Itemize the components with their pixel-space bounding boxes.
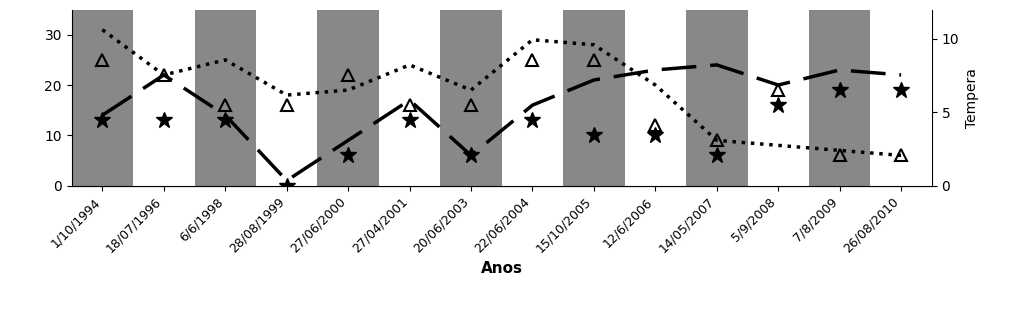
X-axis label: Anos: Anos (480, 261, 523, 276)
Bar (809, 10, 870, 186)
Bar (563, 10, 625, 186)
Bar (379, 10, 440, 186)
Bar (195, 10, 256, 186)
Y-axis label: Tempera: Tempera (965, 68, 979, 128)
Bar (870, 10, 932, 186)
Bar (317, 10, 379, 186)
Bar (748, 10, 809, 186)
Bar (133, 10, 195, 186)
Bar (440, 10, 502, 186)
Bar (256, 10, 317, 186)
Bar (502, 10, 563, 186)
Bar (686, 10, 748, 186)
Bar (72, 10, 133, 186)
Bar (625, 10, 686, 186)
